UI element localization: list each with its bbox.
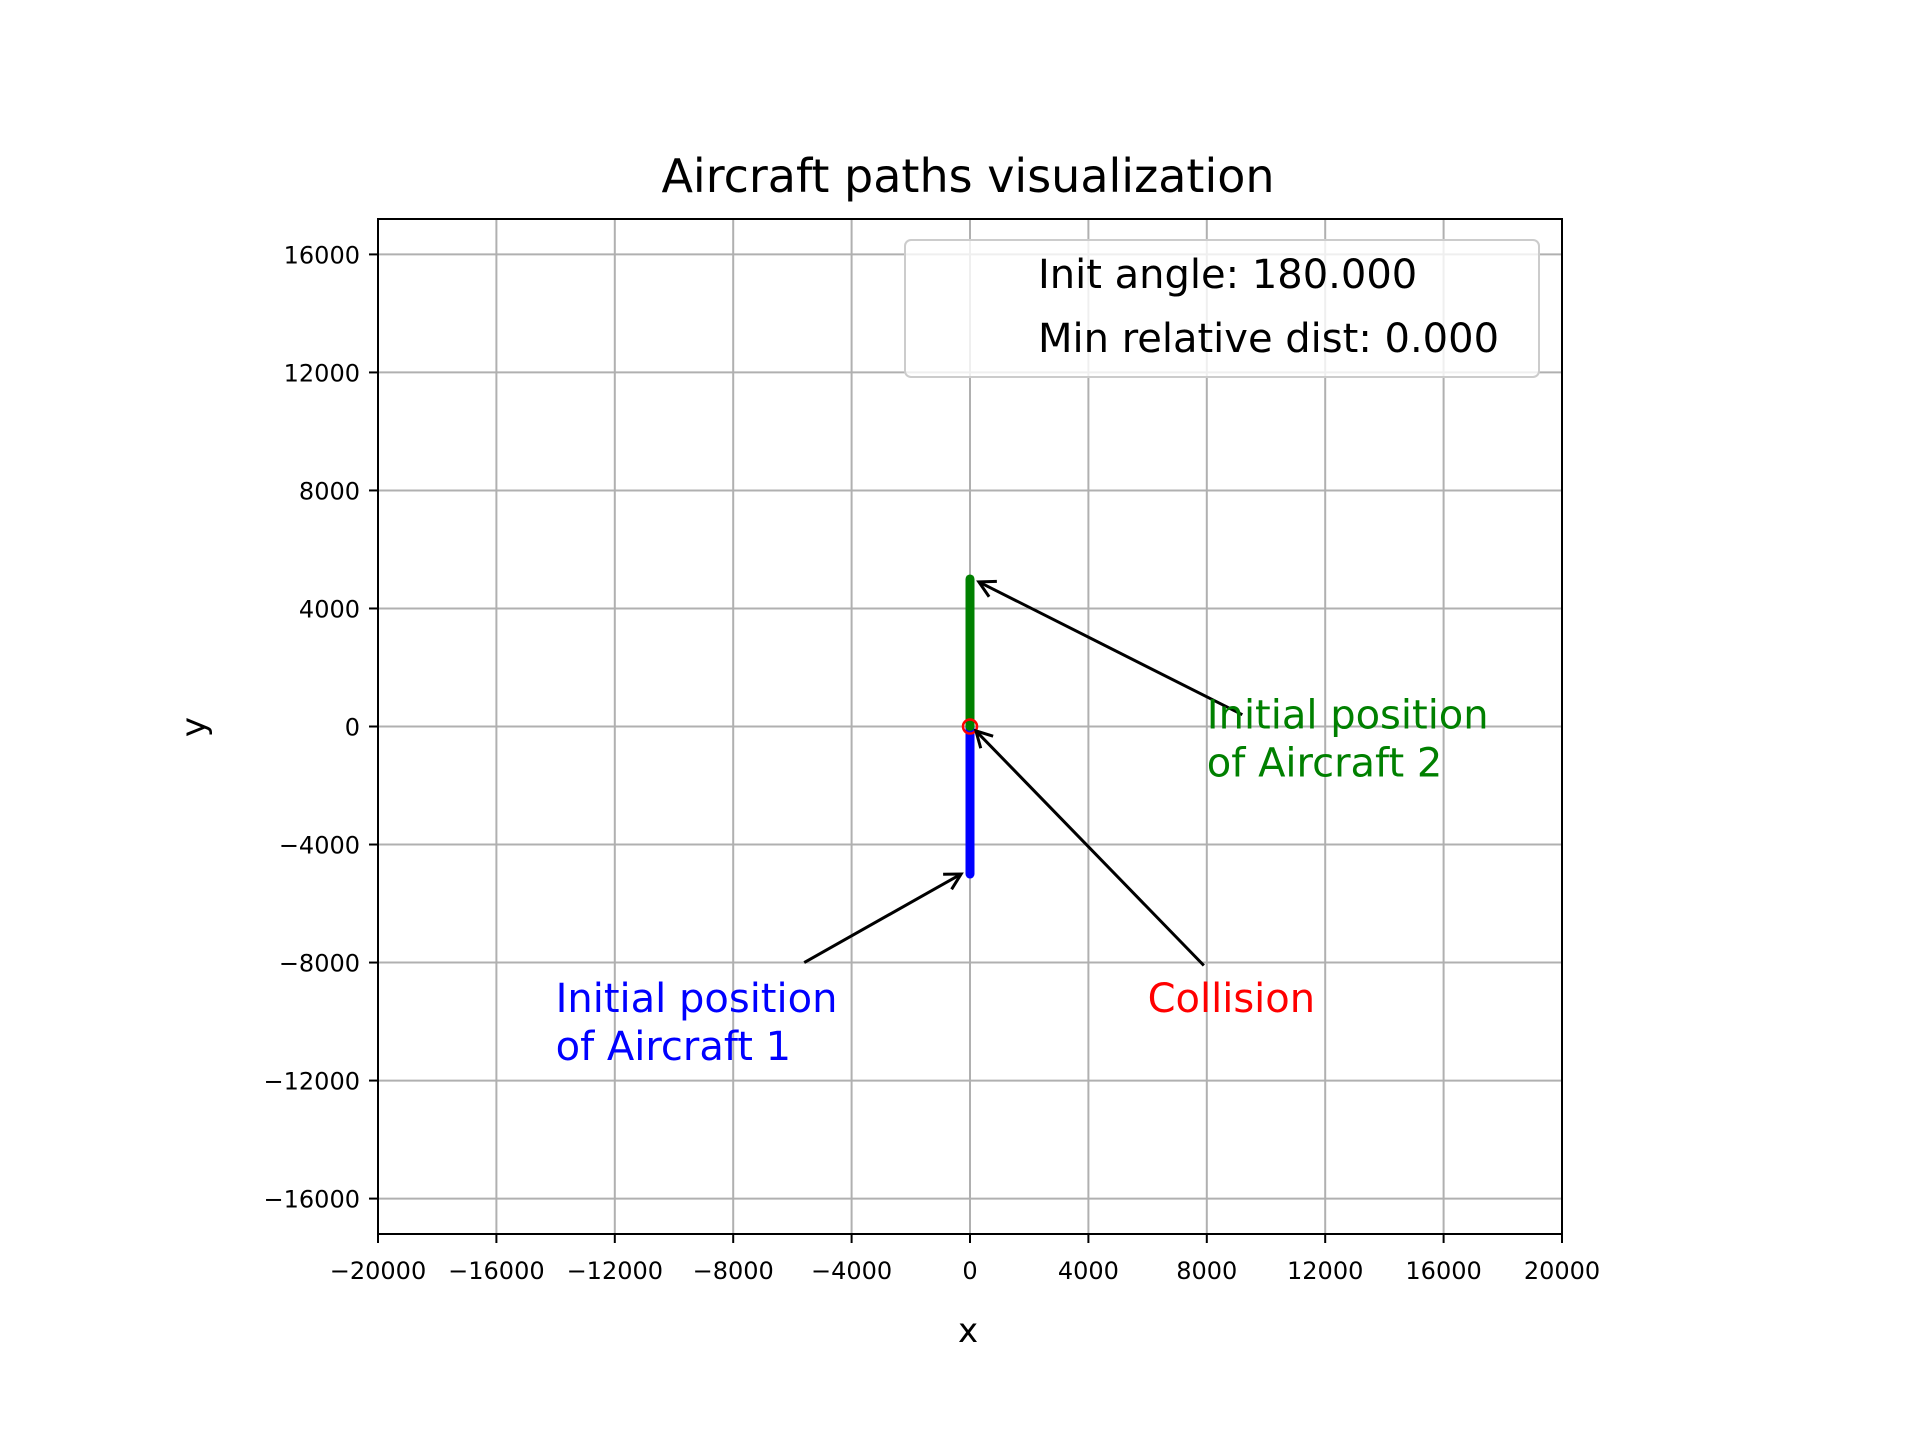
x-tick-label: 12000 bbox=[1287, 1257, 1363, 1285]
y-tick-label: −12000 bbox=[264, 1068, 360, 1096]
annotation-arrow-head bbox=[943, 872, 964, 891]
y-tick-label: 0 bbox=[345, 714, 360, 742]
x-tick-label: −8000 bbox=[693, 1257, 774, 1285]
x-tick-label: 0 bbox=[962, 1257, 977, 1285]
x-tick-label: 8000 bbox=[1176, 1257, 1237, 1285]
x-tick-label: 4000 bbox=[1058, 1257, 1119, 1285]
y-tick-label: −4000 bbox=[279, 832, 360, 860]
annotation: Collision bbox=[973, 728, 1316, 1022]
axis-ticks: −20000 −16000 −12000 −8000 −4000 0 4000 8000 120… bbox=[264, 241, 1601, 1285]
legend: Init angle: 180.000 Min relative dist: 0… bbox=[904, 239, 1540, 378]
y-tick-label: 16000 bbox=[284, 241, 360, 269]
annotation-text: of Aircraft 1 bbox=[556, 1024, 792, 1070]
series-layer bbox=[961, 574, 979, 879]
annotation-arrow-shaft bbox=[978, 580, 1243, 717]
annotation-text: Collision bbox=[1148, 976, 1316, 1022]
x-axis-label: x bbox=[958, 1311, 978, 1351]
x-tick-label: 16000 bbox=[1405, 1257, 1481, 1285]
y-tick-label: 8000 bbox=[299, 477, 360, 505]
legend-entry-min-relative-dist: Min relative dist: 0.000 bbox=[1038, 316, 1499, 362]
annotation-arrow-head bbox=[976, 579, 997, 598]
annotation-text: Initial position bbox=[556, 976, 838, 1022]
annotation-arrow-head bbox=[973, 728, 994, 749]
y-tick-label: 4000 bbox=[299, 595, 360, 623]
annotation-arrow-shaft bbox=[974, 729, 1205, 967]
legend-box bbox=[904, 239, 1540, 378]
x-tick-label: 20000 bbox=[1524, 1257, 1600, 1285]
x-tick-label: −12000 bbox=[567, 1257, 663, 1285]
collision-point bbox=[961, 718, 979, 735]
annotation-text: Initial position bbox=[1207, 693, 1489, 739]
x-tick-label: −16000 bbox=[448, 1257, 544, 1285]
y-axis-label: y bbox=[174, 717, 214, 737]
annotation-text: of Aircraft 2 bbox=[1207, 741, 1443, 787]
y-tick-label: 12000 bbox=[284, 359, 360, 387]
x-tick-label: −4000 bbox=[811, 1257, 892, 1285]
annotation-arrow-shaft bbox=[803, 872, 962, 964]
y-tick-label: −16000 bbox=[264, 1186, 360, 1214]
y-tick-label: −8000 bbox=[279, 950, 360, 978]
x-tick-label: −20000 bbox=[330, 1257, 426, 1285]
chart-title: Aircraft paths visualization bbox=[661, 149, 1274, 203]
legend-entry-init-angle: Init angle: 180.000 bbox=[1038, 252, 1417, 298]
